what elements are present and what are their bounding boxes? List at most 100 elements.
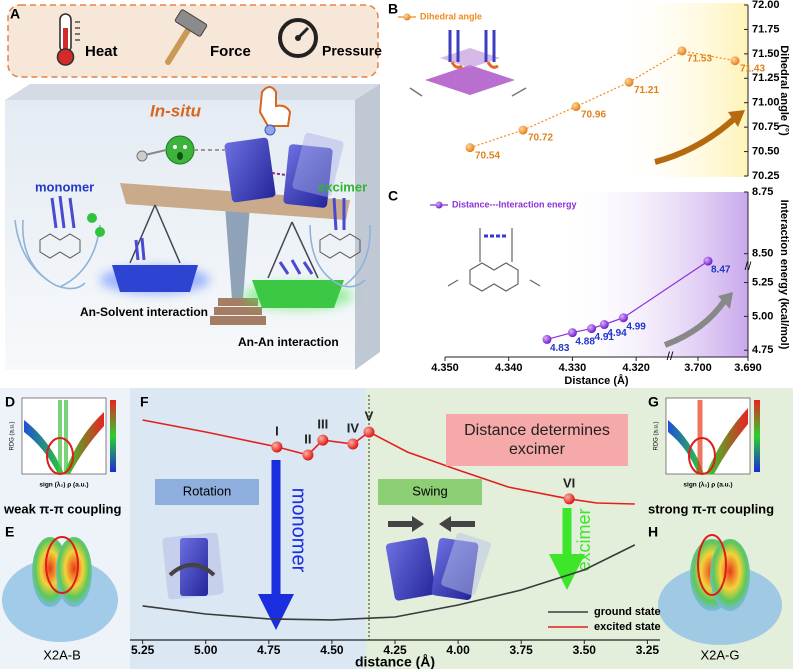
rotation-illustration (162, 532, 224, 600)
swing-label: Swing (412, 483, 447, 498)
data-point (624, 77, 634, 87)
hand-icon (258, 86, 292, 127)
trend-arrow (654, 115, 738, 165)
monomer-region (130, 388, 366, 669)
x-tick-label: 4.340 (495, 362, 523, 374)
legend-label: excited state (594, 621, 661, 633)
state-marker (302, 449, 314, 461)
gauge-icon (278, 18, 318, 58)
balance-pillar (225, 205, 250, 300)
balance-base (218, 298, 258, 306)
x-tick-label: 3.690 (734, 362, 762, 374)
x-tick-label: 3.75 (510, 643, 534, 657)
data-point (677, 46, 687, 56)
data-label: 70.96 (581, 109, 606, 120)
balance-base (214, 307, 262, 315)
molecule-sketch (39, 195, 361, 275)
interaction-label: An-An interaction (238, 335, 339, 349)
molecule-c (447, 228, 541, 292)
panel-b-background (610, 3, 748, 177)
x-tick-label: 3.25 (636, 643, 660, 657)
excimer-label: excimer (318, 179, 367, 194)
box-side (355, 84, 380, 370)
axis-title: RDG (a.u.) (10, 421, 16, 450)
x-tick-label: 4.75 (257, 643, 281, 657)
interaction-label: An-Solvent interaction (80, 305, 208, 319)
panel-label: B (388, 1, 398, 17)
touch-point (264, 124, 276, 136)
state-label: II (304, 431, 311, 446)
state-label: IV (347, 420, 360, 435)
rotation-box (155, 479, 259, 505)
x-tick-label: 3.700 (684, 362, 712, 374)
legend-swatch (435, 201, 443, 209)
panel-label: A (10, 6, 20, 22)
legend-label: Dihedral angle (420, 11, 482, 21)
axis-title: sign (λ₂) ρ (a.u.) (683, 481, 732, 489)
state-label: I (275, 423, 279, 438)
state-label: V (365, 408, 374, 423)
x-tick-label: 3.50 (573, 643, 597, 657)
panel-a: A Heat Force Pressure In-situ (5, 4, 382, 370)
coupling-caption: weak π-π coupling (3, 501, 121, 516)
axis-break: // (745, 259, 752, 273)
panel-label: D (5, 394, 15, 410)
molecule-caption: X2A-G (700, 647, 739, 662)
thermometer-icon (56, 13, 80, 66)
trend-arrow-head (718, 292, 733, 309)
data-label: 4.83 (550, 343, 570, 354)
data-label: 4.99 (626, 321, 646, 332)
panel-label: G (648, 394, 659, 410)
x-tick-label: 4.320 (622, 362, 650, 374)
y-tick-label: 70.75 (752, 121, 780, 133)
panel-label: E (5, 524, 14, 540)
solvent-molecule (136, 135, 228, 165)
data-point (703, 256, 713, 266)
data-point (730, 56, 740, 66)
left-pan (100, 204, 210, 294)
panel-label: C (388, 188, 398, 204)
data-label: 71.43 (740, 63, 765, 74)
data-label: 71.21 (634, 85, 659, 96)
data-label: 70.54 (475, 150, 500, 161)
y-tick-label: 5.00 (752, 310, 773, 322)
solvent-dot (87, 213, 97, 223)
surface-h (658, 534, 782, 645)
molecule-b (409, 30, 527, 97)
hammer-icon (165, 9, 208, 65)
x-tick-label: 5.25 (131, 643, 155, 657)
y-tick-label: 5.25 (752, 276, 773, 288)
molecule-caption: X2A-B (43, 647, 81, 662)
surface-e (2, 536, 118, 642)
data-point (599, 320, 609, 330)
rdg-plot-d (21, 397, 116, 475)
data-label: 4.88 (575, 336, 595, 347)
legend-label: Distance---Interaction energy (452, 199, 577, 209)
headline: Distance determines excimer (446, 414, 628, 466)
state-marker (347, 438, 359, 450)
axis-title: Distance (Å) (564, 374, 629, 387)
stimulus-label: Force (210, 43, 251, 60)
data-point (618, 313, 628, 323)
x-tick-label: 4.25 (383, 643, 407, 657)
y-tick-label: 8.75 (752, 186, 773, 198)
state-label: VI (563, 475, 575, 490)
axis-title: sign (λ₂) ρ (a.u.) (39, 481, 88, 489)
data-label: 4.91 (595, 332, 615, 343)
monomer-label: monomer (288, 488, 310, 573)
x-tick-label: 4.330 (559, 362, 587, 374)
excimer-label: excimer (574, 508, 594, 571)
anthracene-blocks (224, 132, 344, 208)
y-tick-label: 8.50 (752, 248, 773, 260)
y-tick-label: 71.50 (752, 48, 780, 60)
y-tick-label: 70.50 (752, 145, 780, 157)
data-point (567, 328, 577, 338)
state-label: III (317, 417, 328, 432)
stimulus-label: Pressure (322, 43, 382, 59)
data-point (587, 324, 597, 334)
y-tick-label: 4.75 (752, 344, 773, 356)
data-label: 4.94 (607, 328, 627, 339)
stimulus-label: Heat (85, 43, 118, 60)
trend-arrow-head (728, 110, 745, 127)
